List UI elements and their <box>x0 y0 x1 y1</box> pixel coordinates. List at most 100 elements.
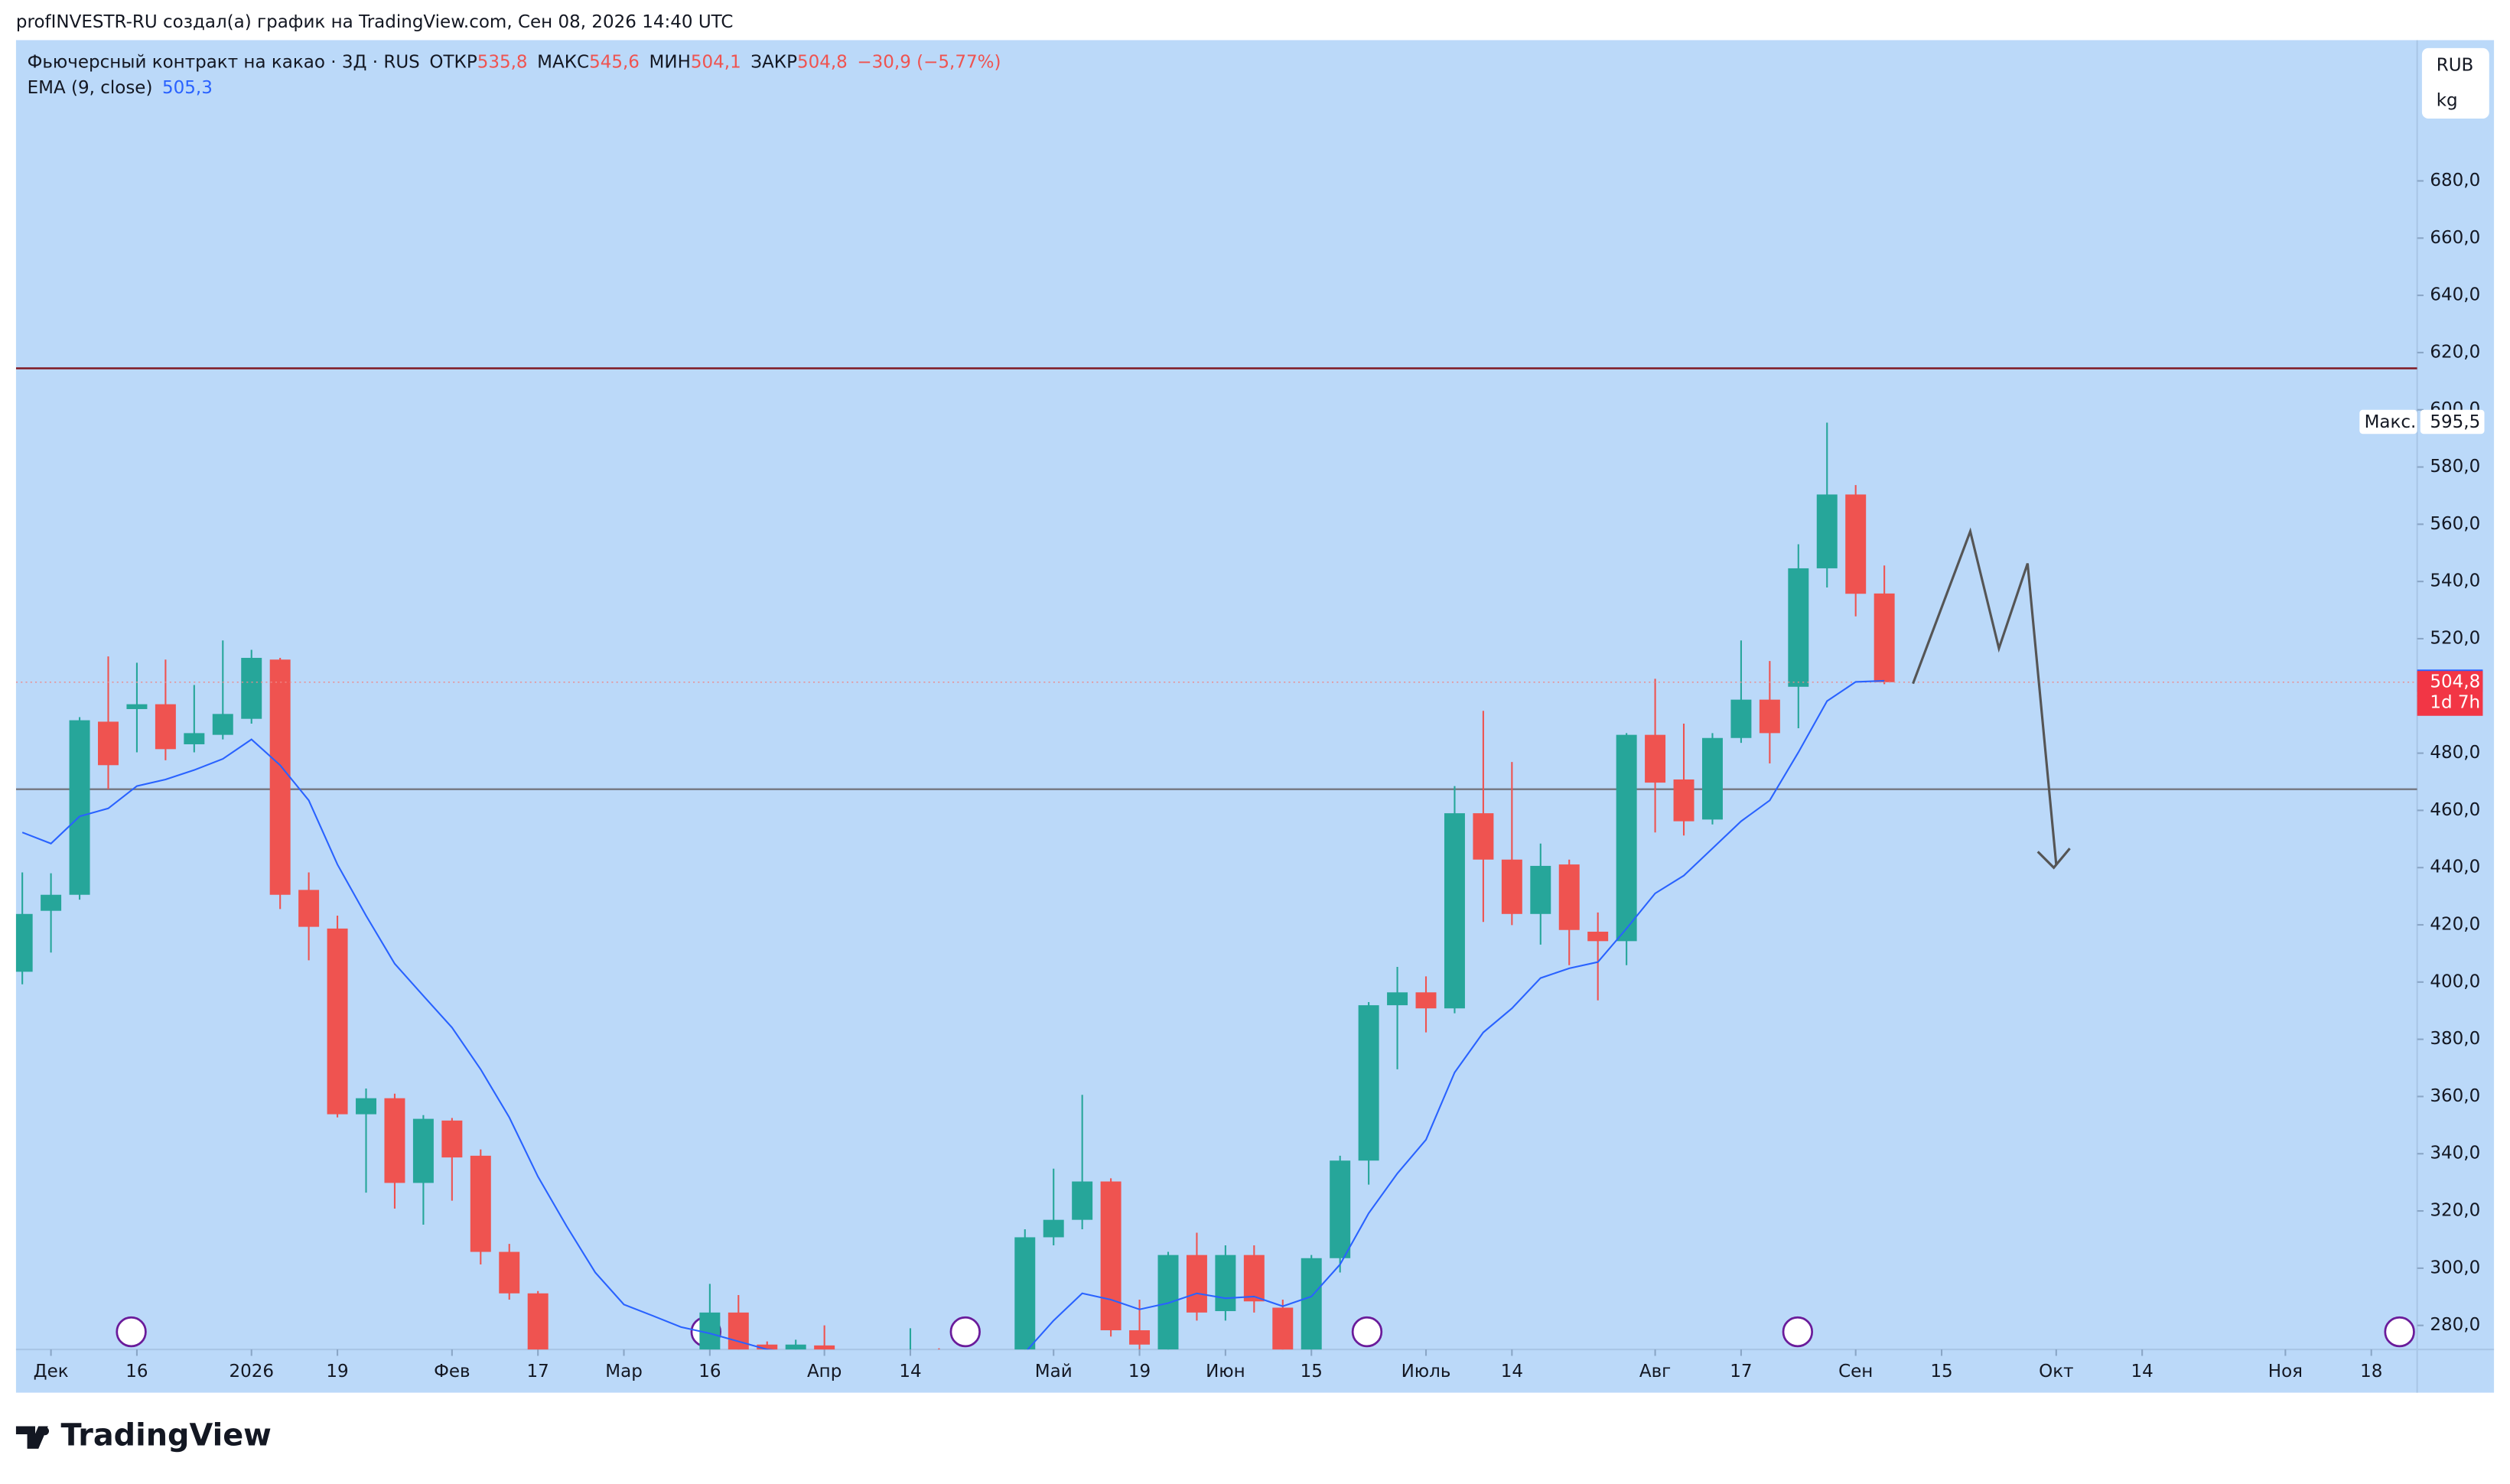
candle-body <box>1301 1258 1322 1350</box>
candle-body <box>614 1397 634 1425</box>
x-tick-label: Май <box>1035 1362 1073 1381</box>
candle-body <box>470 1155 491 1252</box>
candle-body <box>98 721 119 766</box>
x-tick-label: 18 <box>2360 1362 2382 1381</box>
candle-body <box>1558 864 1580 930</box>
y-tick-label: 560,0 <box>2430 514 2480 534</box>
x-tick-label: Дек <box>34 1362 69 1381</box>
x-tick-label: 17 <box>527 1362 549 1381</box>
y-tick-label: 420,0 <box>2430 915 2480 935</box>
candle-body <box>1358 1005 1379 1161</box>
candle-body <box>1730 699 1752 738</box>
candle-body <box>1043 1219 1064 1238</box>
x-tick-label: 14 <box>2131 1362 2154 1381</box>
candle-body <box>1845 494 1867 594</box>
x-tick-label: 15 <box>1930 1362 1952 1381</box>
ema-name: EMA (9, close) <box>28 78 153 98</box>
candle-body <box>15 913 33 972</box>
candle-body <box>1473 813 1494 860</box>
symbol-title: Фьючерсный контракт на какао · 3Д · RUS <box>28 52 420 72</box>
chart-background <box>15 40 2495 1393</box>
price-badge <box>2417 671 2483 716</box>
arrow-head <box>2036 848 2071 870</box>
close-label: ЗАКР <box>750 52 797 72</box>
y-tick-label: 460,0 <box>2430 800 2480 820</box>
footer-logo: TradingView <box>15 1418 272 1453</box>
candle-body <box>1072 1181 1093 1220</box>
candle-body <box>1616 734 1637 942</box>
candle-body <box>412 1118 434 1183</box>
y-tick-label: 360,0 <box>2430 1086 2480 1106</box>
x-tick-label: 16 <box>125 1362 148 1381</box>
candle-body <box>184 733 205 744</box>
candle-body <box>1100 1181 1122 1331</box>
y-tick-label: 300,0 <box>2430 1258 2480 1277</box>
high-value: 545,6 <box>589 52 640 72</box>
y-tick-label: 680,0 <box>2430 171 2480 190</box>
candle-body <box>1673 779 1694 822</box>
low-value: 504,1 <box>691 52 741 72</box>
x-tick-label: Мар <box>605 1362 643 1381</box>
event-icons <box>116 1316 2415 1348</box>
ema-line <box>21 679 1885 1350</box>
candle-body <box>1587 931 1609 942</box>
plot <box>15 367 2417 1425</box>
x-tick-label: Сен <box>1838 1362 1873 1381</box>
change-value: −30,9 (−5,77%) <box>857 52 1001 72</box>
candle-body <box>298 890 320 927</box>
x-tick-label: 19 <box>326 1362 348 1381</box>
x-tick-label: Ноя <box>2268 1362 2303 1381</box>
y-tick-label: 380,0 <box>2430 1029 2480 1049</box>
price-badge <box>2420 409 2485 434</box>
price-badge-label: 595,5 <box>2430 412 2480 432</box>
y-tick-label: 480,0 <box>2430 743 2480 763</box>
candle-body <box>1243 1255 1265 1302</box>
y-tick-label: 280,0 <box>2430 1315 2480 1335</box>
candle-body <box>1816 494 1838 568</box>
x-tick-label: Окт <box>2039 1362 2073 1381</box>
candle-body <box>1129 1330 1151 1345</box>
x-tick-label: 14 <box>899 1362 921 1381</box>
unit: kg <box>2437 90 2458 110</box>
candle-body <box>785 1344 806 1350</box>
y-tick-label: 660,0 <box>2430 228 2480 248</box>
candle-body <box>1215 1255 1236 1311</box>
y-tick-label: 440,0 <box>2430 858 2480 877</box>
open-value: 535,8 <box>477 52 528 72</box>
candle-body <box>241 658 262 719</box>
candle-body <box>1874 593 1895 682</box>
candle-body <box>356 1098 376 1115</box>
candle-body <box>384 1098 405 1183</box>
x-tick-label: Фев <box>434 1362 470 1381</box>
y-tick-label: 580,0 <box>2430 457 2480 477</box>
candle-body <box>1014 1237 1036 1350</box>
low-label: МИН <box>649 52 691 72</box>
candle-body <box>642 1397 662 1405</box>
candle-body <box>1759 699 1780 734</box>
candle-body <box>126 704 148 709</box>
candle-body <box>1788 568 1809 687</box>
price-tag-box <box>2359 409 2417 434</box>
candle-body <box>1701 737 1723 820</box>
y-tick-label: 620,0 <box>2430 342 2480 362</box>
candle-body <box>1157 1255 1179 1350</box>
unit-box[interactable] <box>2421 47 2489 119</box>
candle-body <box>699 1312 721 1350</box>
y-tick-label: 520,0 <box>2430 628 2480 648</box>
candle-body <box>41 894 62 911</box>
forecast-drawing <box>1912 527 2058 865</box>
y-tick-label: 400,0 <box>2430 971 2480 991</box>
candle-body <box>1444 813 1465 1009</box>
y-tick-label: 640,0 <box>2430 285 2480 305</box>
close-value: 504,8 <box>797 52 848 72</box>
x-tick-label: 14 <box>1501 1362 1523 1381</box>
x-tick-label: 2026 <box>229 1362 274 1381</box>
candle-body <box>1186 1255 1207 1313</box>
candle-body <box>757 1344 778 1350</box>
candle-body <box>814 1345 835 1350</box>
currency: RUB <box>2437 55 2474 75</box>
candle-body <box>1330 1160 1351 1258</box>
page-header: profINVESTR-RU создал(а) график на Tradi… <box>16 12 734 32</box>
